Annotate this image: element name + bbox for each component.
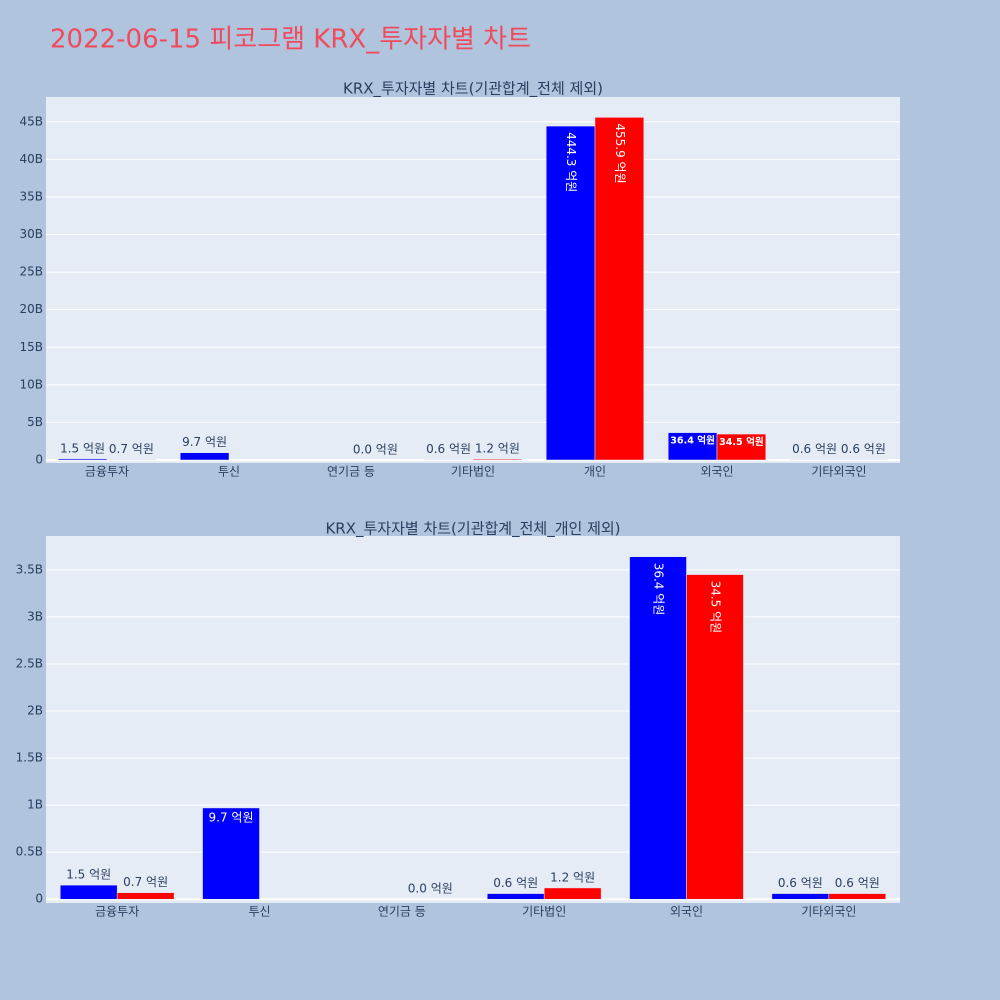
value-label: 0.6 억원 (841, 442, 886, 456)
value-label: 9.7 억원 (182, 435, 227, 449)
y-tick-label: 45B (19, 114, 43, 128)
y-tick-label: 1.5B (16, 751, 43, 765)
value-label: 0.0 억원 (353, 442, 398, 456)
plot-area (46, 97, 900, 463)
bar (59, 884, 118, 900)
x-tick-label: 연기금 등 (378, 905, 426, 919)
bar (667, 432, 718, 461)
chart-title: KRX_투자자별 차트(기관합계_전체_개인 제외) (325, 520, 620, 539)
bar (686, 574, 744, 900)
value-label: 455.9 억원 (613, 123, 627, 183)
bar (543, 887, 602, 900)
x-tick-label: 기타외국인 (801, 905, 856, 919)
bar (486, 893, 545, 900)
y-tick-label: 0.5B (16, 845, 43, 859)
y-tick-label: 1B (27, 798, 43, 812)
bar (716, 433, 767, 461)
y-tick-label: 2.5B (16, 656, 43, 670)
y-tick-label: 0 (35, 892, 43, 906)
bar (106, 459, 157, 461)
y-tick-label: 40B (19, 152, 43, 166)
value-label: 0.6 억원 (792, 442, 837, 456)
y-tick-label: 5B (27, 415, 43, 429)
y-tick-label: 25B (19, 265, 43, 279)
x-tick-label: 외국인 (700, 465, 733, 479)
value-label: 34.5 억원 (719, 436, 764, 448)
y-tick-label: 3B (27, 609, 43, 623)
value-label: 0.7 억원 (109, 442, 154, 456)
x-tick-label: 투신 (248, 905, 270, 919)
plot-area (46, 536, 900, 903)
value-label: 1.2 억원 (475, 442, 520, 456)
page-title: 2022-06-15 피코그램 KRX_투자자별 차트 (50, 25, 531, 55)
value-label: 1.5 억원 (66, 868, 111, 882)
y-tick-label: 35B (19, 189, 43, 203)
value-label: 9.7 억원 (209, 810, 254, 824)
bar (179, 452, 230, 461)
bar (57, 458, 108, 461)
y-tick-label: 2B (27, 704, 43, 718)
x-tick-label: 기타법인 (522, 905, 566, 919)
value-label: 0.0 억원 (408, 882, 453, 896)
y-tick-label: 20B (19, 302, 43, 316)
value-label: 36.4 억원 (652, 563, 666, 616)
value-label: 0.6 억원 (778, 876, 823, 890)
value-label: 34.5 억원 (708, 581, 722, 634)
bar (545, 125, 596, 461)
value-label: 36.4 억원 (670, 435, 715, 447)
bar (472, 458, 523, 461)
bar (828, 893, 887, 900)
value-label: 0.7 억원 (123, 875, 168, 889)
bar (771, 893, 830, 900)
value-label: 444.3 억원 (564, 132, 578, 192)
x-tick-label: 금융투자 (95, 905, 139, 919)
x-tick-label: 외국인 (670, 905, 703, 919)
bar (629, 556, 687, 900)
value-label: 0.6 억원 (835, 876, 880, 890)
value-label: 0.6 억원 (426, 442, 471, 456)
y-tick-label: 15B (19, 340, 43, 354)
bar (116, 892, 175, 900)
y-tick-label: 0 (35, 452, 43, 466)
value-label: 1.5 억원 (60, 441, 105, 455)
x-tick-label: 금융투자 (85, 465, 129, 479)
x-tick-label: 기타법인 (451, 465, 495, 479)
bar (202, 807, 260, 900)
value-label: 1.2 억원 (550, 870, 595, 884)
chart-title: KRX_투자자별 차트(기관합계_전체 제외) (343, 80, 603, 99)
x-tick-label: 개인 (584, 465, 606, 479)
x-tick-label: 연기금 등 (327, 465, 375, 479)
y-tick-label: 10B (19, 377, 43, 391)
bar (594, 117, 645, 461)
y-tick-label: 3.5B (16, 562, 43, 576)
x-tick-label: 기타외국인 (811, 465, 866, 479)
y-tick-label: 30B (19, 227, 43, 241)
value-label: 0.6 억원 (493, 876, 538, 890)
x-tick-label: 투신 (218, 465, 240, 479)
